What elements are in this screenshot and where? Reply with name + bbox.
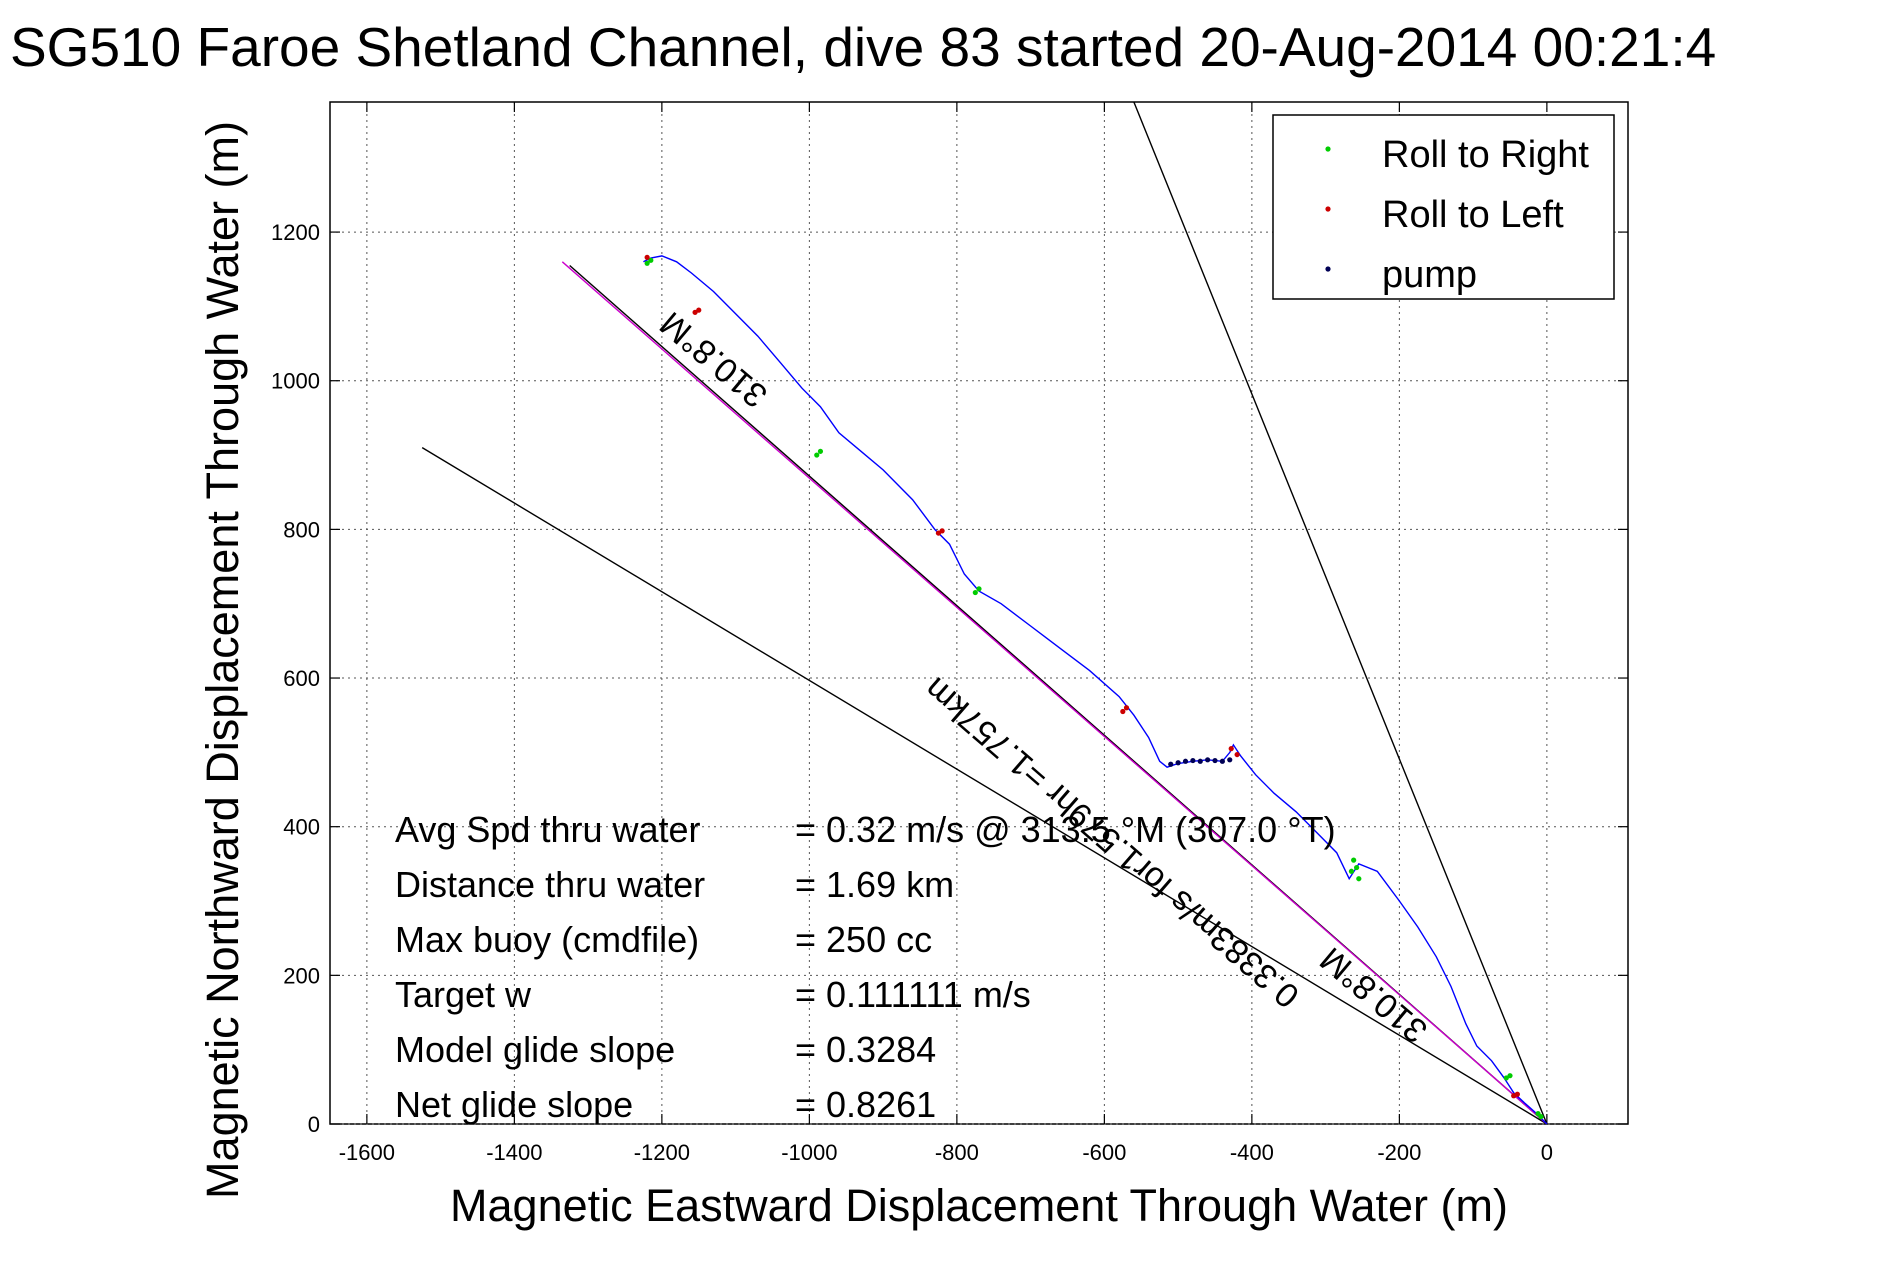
pump-point xyxy=(1175,760,1181,766)
roll-left-point xyxy=(1234,751,1240,758)
x-tick-label: -800 xyxy=(935,1140,979,1165)
lower-bound-line xyxy=(421,447,1548,1124)
roll-left-point xyxy=(1120,708,1126,715)
y-tick-labels: 0 200 400 600 800 1000 1200 xyxy=(271,220,320,1137)
roll-right-point xyxy=(1348,868,1355,874)
legend-items: Roll to Right Roll to Left pump xyxy=(1325,134,1589,296)
stat-value: = 250 cc xyxy=(795,919,932,960)
legend-label: Roll to Left xyxy=(1382,194,1564,236)
roll-left-point xyxy=(644,254,650,260)
x-tick-labels: -1600 -1400 -1200 -1000 -800 -600 -400 -200 0 xyxy=(339,1140,1553,1165)
x-tick-label: -200 xyxy=(1377,1140,1421,1165)
glider-track xyxy=(643,255,1548,1125)
stat-label: Net glide slope xyxy=(395,1084,633,1125)
x-axis-label: Magnetic Eastward Displacement Through W… xyxy=(450,1180,1508,1231)
legend-marker xyxy=(1325,266,1331,272)
chart-title: SG510 Faroe Shetland Channel, dive 83 st… xyxy=(10,16,1716,78)
dive-statistics: Avg Spd thru water = 0.32 m/s @ 313.5 °M … xyxy=(395,809,1336,1125)
x-tick-label: -1600 xyxy=(339,1140,395,1165)
roll-right-point xyxy=(1351,857,1357,863)
roll-left-point xyxy=(935,530,942,536)
roll-left-point xyxy=(1123,705,1130,711)
roll-left-point xyxy=(1511,1093,1517,1099)
legend: Roll to Right Roll to Left pump xyxy=(1272,114,1615,300)
legend-marker xyxy=(1325,146,1331,152)
stat-value: = 0.8261 xyxy=(795,1084,936,1125)
roll-right-point xyxy=(1535,1110,1541,1117)
y-tick-label: 800 xyxy=(283,517,320,542)
roll-right-point xyxy=(644,260,650,266)
pump-point xyxy=(1197,758,1203,764)
pump-point xyxy=(1212,757,1218,764)
roll-left-point xyxy=(1228,746,1234,752)
roll-right-point xyxy=(972,589,978,596)
heading-line xyxy=(561,261,1548,1124)
tick-marks xyxy=(330,102,1628,1125)
y-tick-label: 1200 xyxy=(271,220,320,245)
pump-point xyxy=(1190,757,1196,764)
x-tick-label: -1400 xyxy=(486,1140,542,1165)
y-axis-label: Magnetic Northward Displacement Through … xyxy=(197,121,248,1199)
legend-marker xyxy=(1325,206,1331,212)
stat-label: Model glide slope xyxy=(395,1029,675,1070)
x-tick-label: -1200 xyxy=(634,1140,690,1165)
pump-point xyxy=(1219,758,1225,764)
roll-right-point xyxy=(648,257,654,263)
roll-right-point xyxy=(817,448,824,454)
stat-value: = 1.69 km xyxy=(795,864,954,905)
grid-lines xyxy=(330,102,1628,1125)
roll-pump-markers xyxy=(644,254,1544,1120)
roll-right-point xyxy=(814,452,820,458)
y-tick-label: 200 xyxy=(283,963,320,988)
stat-label: Distance thru water xyxy=(395,864,705,905)
stat-label: Max buoy (cmdfile) xyxy=(395,919,699,960)
pump-point xyxy=(1205,757,1211,763)
pump-point xyxy=(1227,757,1233,763)
pump-point xyxy=(1168,761,1174,767)
pump-point xyxy=(1182,758,1189,764)
roll-right-point xyxy=(1354,864,1360,871)
stat-value: = 0.111111 m/s xyxy=(795,974,1031,1015)
stat-label: Avg Spd thru water xyxy=(395,809,701,850)
reference-lines xyxy=(421,102,1548,1124)
legend-label: pump xyxy=(1382,254,1477,296)
x-tick-label: 0 xyxy=(1541,1140,1553,1165)
stat-label: Target w xyxy=(395,974,532,1015)
upper-bound-line xyxy=(1133,102,1548,1124)
y-tick-label: 400 xyxy=(283,815,320,840)
x-tick-label: -400 xyxy=(1230,1140,1274,1165)
y-tick-label: 600 xyxy=(283,666,320,691)
track-line xyxy=(643,255,1548,1125)
y-tick-label: 1000 xyxy=(271,369,320,394)
roll-right-point xyxy=(1356,876,1362,882)
roll-right-point xyxy=(1503,1075,1509,1081)
roll-right-point xyxy=(976,586,982,592)
stat-value: = 0.3284 xyxy=(795,1029,936,1070)
x-tick-label: -600 xyxy=(1082,1140,1126,1165)
y-tick-label: 0 xyxy=(308,1112,320,1137)
roll-left-point xyxy=(692,309,698,315)
x-tick-label: -1000 xyxy=(781,1140,837,1165)
legend-label: Roll to Right xyxy=(1382,134,1589,176)
stat-value: = 0.32 m/s @ 313.5 °M (307.0 °T) xyxy=(795,809,1336,850)
